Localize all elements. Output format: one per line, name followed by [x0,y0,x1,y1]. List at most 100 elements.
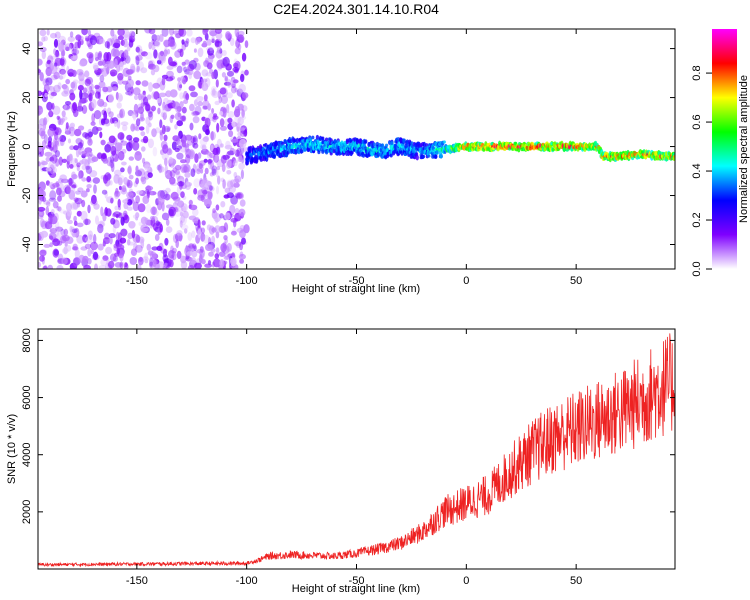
noise-speckle [71,228,78,234]
noise-speckle [215,204,220,211]
noise-speckle [100,258,107,266]
noise-speckle [95,215,99,225]
noise-speckle [149,215,155,221]
noise-speckle [49,164,55,175]
noise-speckle [211,168,217,176]
noise-speckle [117,72,124,81]
noise-speckle [205,129,210,136]
noise-speckle [225,31,231,39]
noise-speckle [152,259,157,268]
snr-series-line [38,333,675,568]
noise-speckle [122,80,129,85]
y-tick-label: 40 [21,42,33,54]
noise-speckle [161,77,166,86]
noise-speckle [41,36,46,42]
ridge-point [364,139,368,144]
noise-speckle [214,29,222,34]
noise-speckle [112,42,121,49]
noise-speckle [119,254,124,262]
noise-speckle [151,91,158,100]
noise-speckle [78,125,85,131]
noise-speckle [68,177,73,186]
noise-speckle [118,185,122,191]
noise-speckle [151,34,158,42]
noise-speckle [190,37,196,44]
y-tick-label: -40 [21,237,33,253]
noise-speckle [145,104,151,112]
noise-speckle [176,120,183,127]
noise-speckle [222,154,230,160]
noise-speckle [88,92,93,102]
noise-speckle [56,240,63,246]
noise-speckle [184,134,193,141]
noise-speckle [152,82,160,89]
noise-speckle [45,77,53,86]
noise-speckle [174,209,182,217]
noise-speckle [77,84,84,91]
noise-speckle [62,105,71,111]
noise-speckle [241,52,247,62]
noise-speckle [227,111,235,118]
noise-speckle [110,117,114,124]
noise-speckle [206,62,213,70]
ridge-point [442,140,446,144]
noise-speckle [97,220,105,229]
noise-speckle [54,51,60,58]
noise-speckle [132,201,140,212]
y-tick-label: 6000 [21,385,33,409]
noise-speckle [130,123,136,132]
noise-speckle [176,230,183,236]
ridge-point [325,137,329,142]
noise-speckle [53,84,61,93]
noise-speckle [72,79,79,84]
noise-speckle [172,233,179,243]
noise-speckle [81,158,88,165]
noise-speckle [234,175,242,183]
noise-speckle [176,152,184,160]
noise-speckle [150,206,158,216]
noise-speckle [103,232,110,240]
noise-speckle [115,221,120,229]
noise-speckle [237,132,243,137]
noise-speckle [80,92,89,100]
noise-speckle [152,206,156,215]
noise-speckle [159,34,164,42]
noise-speckle [128,174,134,180]
noise-speckle [174,232,183,242]
noise-speckle [112,225,116,234]
noise-speckle [119,108,125,119]
noise-speckle [147,172,153,179]
noise-speckle [214,40,223,48]
noise-speckle [135,195,141,204]
noise-speckle [223,222,229,233]
noise-speckle [197,189,205,199]
noise-speckle [52,201,59,209]
noise-speckle [116,92,123,103]
noise-speckle [69,31,74,38]
noise-speckle [218,96,223,104]
noise-speckle [133,87,141,96]
noise-speckle [156,59,162,65]
noise-speckle [164,164,168,174]
noise-speckle [186,68,194,76]
noise-speckle [189,122,194,131]
noise-speckle [211,227,217,233]
noise-speckle [144,52,153,60]
noise-speckle [138,256,144,266]
noise-speckle [102,84,109,95]
noise-speckle [204,263,213,268]
noise-speckle [163,258,170,264]
noise-speckle [146,108,154,114]
noise-speckle [194,105,202,116]
noise-speckle [162,264,167,269]
noise-speckle [110,145,117,156]
noise-speckle [194,262,202,269]
noise-speckle [226,170,232,175]
noise-speckle [137,264,142,269]
noise-speckle [233,182,240,188]
noise-speckle [192,111,200,116]
noise-speckle [203,158,208,163]
noise-speckle [171,141,177,151]
noise-speckle [142,157,146,164]
noise-speckle [87,128,93,139]
